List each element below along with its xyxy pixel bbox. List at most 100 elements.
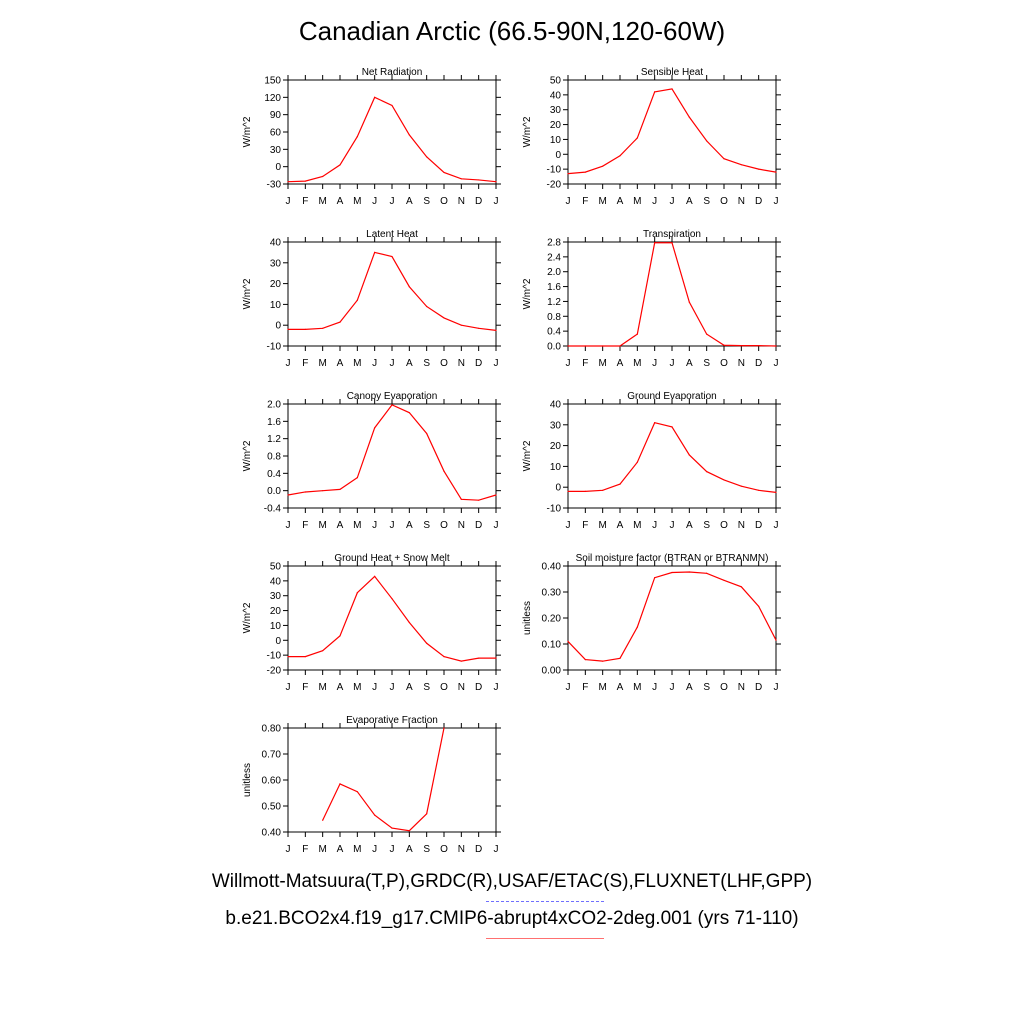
data-point	[478, 499, 480, 501]
x-tick-label: A	[337, 196, 344, 207]
series-line	[568, 422, 777, 493]
x-tick-label: S	[703, 682, 710, 693]
data-point	[723, 579, 725, 581]
data-point	[671, 426, 673, 428]
y-tick-label: 30	[270, 591, 282, 602]
data-point	[654, 422, 656, 424]
y-tick-label: 1.2	[267, 434, 281, 445]
model-legend-text: b.e21.BCO2x4.f19_g17.CMIP6-abrupt4xCO2-2…	[225, 908, 799, 929]
y-tick-label: 60	[270, 128, 282, 139]
data-point	[304, 491, 306, 493]
panel-title: Sensible Heat	[641, 67, 703, 78]
x-tick-label: D	[755, 682, 762, 693]
x-tick-label: D	[475, 196, 482, 207]
x-tick-label: S	[423, 520, 430, 531]
x-tick-label: J	[494, 844, 499, 855]
x-tick-label: J	[652, 682, 657, 693]
y-tick-label: 10	[270, 621, 282, 632]
x-tick-label: O	[440, 196, 448, 207]
x-tick-label: F	[302, 844, 308, 855]
x-tick-label: F	[582, 520, 588, 531]
x-tick-label: J	[494, 358, 499, 369]
data-point	[374, 96, 376, 98]
y-tick-label: -10	[547, 504, 562, 515]
data-point	[443, 656, 445, 658]
y-axis-label: W/m^2	[522, 278, 533, 309]
series-line	[287, 96, 497, 183]
x-tick-label: S	[423, 358, 430, 369]
series-line	[287, 404, 497, 501]
x-tick-label: J	[652, 520, 657, 531]
x-tick-label: A	[617, 358, 624, 369]
x-tick-label: J	[670, 682, 675, 693]
data-point	[322, 819, 324, 821]
data-point	[495, 181, 497, 183]
data-point	[287, 181, 289, 183]
data-point	[723, 344, 725, 346]
x-tick-label: J	[390, 358, 395, 369]
data-point	[304, 180, 306, 182]
data-point	[460, 498, 462, 500]
y-tick-label: 0	[555, 483, 561, 494]
data-point	[706, 572, 708, 574]
observations-legend-text: Willmott-Matsuura(T,P),GRDC(R),USAF/ETAC…	[211, 871, 813, 892]
data-point	[356, 136, 358, 138]
data-point	[775, 639, 777, 641]
x-tick-label: A	[406, 520, 413, 531]
plot-frame	[567, 79, 777, 185]
x-tick-label: D	[475, 682, 482, 693]
y-tick-label: -20	[267, 666, 282, 677]
x-tick-label: J	[774, 682, 779, 693]
x-tick-label: S	[703, 196, 710, 207]
plot-frame	[287, 403, 497, 509]
x-tick-label: O	[440, 358, 448, 369]
data-point	[740, 164, 742, 166]
y-tick-label: 1.2	[547, 297, 561, 308]
x-tick-label: J	[494, 520, 499, 531]
plot-frame	[567, 565, 777, 671]
x-tick-label: O	[440, 682, 448, 693]
y-axis-label: W/m^2	[242, 116, 253, 147]
y-tick-label: 0	[275, 321, 281, 332]
data-point	[478, 327, 480, 329]
y-tick-label: 20	[270, 279, 282, 290]
x-tick-label: S	[703, 520, 710, 531]
data-point	[408, 621, 410, 624]
x-tick-label: O	[720, 358, 728, 369]
x-tick-label: M	[318, 358, 326, 369]
data-point	[619, 155, 621, 157]
data-point	[567, 173, 569, 175]
data-point	[654, 91, 656, 93]
x-tick-label: M	[318, 196, 326, 207]
data-point	[706, 471, 708, 473]
data-point	[740, 586, 742, 588]
y-tick-label: 40	[270, 238, 282, 249]
x-tick-label: J	[774, 358, 779, 369]
y-tick-label: 0.8	[547, 312, 561, 323]
data-point	[339, 321, 341, 323]
y-tick-label: 1.6	[547, 282, 561, 293]
x-tick-label: M	[598, 196, 606, 207]
panel-title: Ground Evaporation	[627, 391, 717, 402]
data-point	[688, 116, 690, 118]
data-point	[339, 488, 341, 490]
x-tick-label: M	[353, 520, 361, 531]
y-tick-label: 0	[555, 150, 561, 161]
model-legend-line	[486, 938, 604, 939]
plot-frame	[287, 727, 497, 833]
x-tick-label: J	[566, 682, 571, 693]
x-tick-label: A	[686, 682, 693, 693]
data-point	[567, 345, 569, 347]
data-point	[391, 404, 393, 406]
x-tick-label: N	[738, 358, 745, 369]
y-tick-label: 0.40	[542, 562, 562, 573]
x-tick-label: M	[598, 358, 606, 369]
x-tick-label: A	[406, 844, 413, 855]
y-tick-label: 0	[275, 162, 281, 173]
data-point	[287, 656, 289, 658]
data-point	[584, 490, 586, 492]
x-tick-label: J	[774, 196, 779, 207]
y-tick-label: 0.60	[262, 776, 282, 787]
